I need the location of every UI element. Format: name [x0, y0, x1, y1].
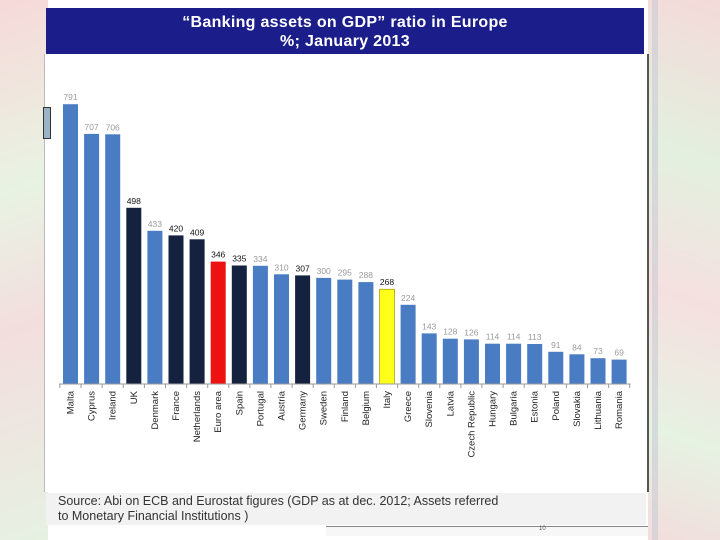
bars-layer: [63, 104, 627, 385]
bar-germany: [295, 275, 311, 384]
category-label: Hungary: [488, 391, 499, 427]
bar-denmark: [147, 230, 163, 384]
category-label: Euro area: [213, 390, 224, 432]
page-number: 10: [539, 526, 546, 532]
bar-portugal: [252, 265, 268, 384]
value-label: 295: [338, 268, 352, 278]
bar-lithuania: [590, 358, 606, 384]
bar-euro-area: [210, 261, 226, 384]
bar-hungary: [485, 343, 500, 384]
category-label: Lithuania: [593, 390, 604, 429]
bar-greece: [400, 304, 416, 384]
value-label: 114: [486, 332, 500, 342]
category-label: Cyprus: [87, 391, 98, 421]
footer-bar: [326, 526, 648, 536]
bar-poland: [548, 351, 564, 384]
bar-austria: [274, 274, 289, 384]
value-label: 707: [85, 122, 99, 132]
value-label: 288: [359, 270, 373, 280]
value-label: 420: [169, 223, 183, 233]
category-label: Estonia: [530, 390, 541, 422]
bar-belgium: [358, 282, 374, 384]
category-label: Sweden: [319, 391, 330, 425]
value-labels-layer: 791 707 706 498 433 420 409 346 335 334 310 307 300 2…: [63, 92, 624, 357]
category-label: Denmark: [150, 391, 161, 430]
bar-spain: [231, 265, 247, 384]
category-label: Greece: [403, 391, 414, 422]
bar-uk: [126, 207, 142, 384]
bar-cyprus: [84, 133, 100, 384]
category-label: Spain: [234, 391, 245, 415]
title-banner: “Banking assets on GDP” ratio in Europe …: [46, 8, 644, 54]
bar-finland: [337, 279, 353, 384]
bar-netherlands: [189, 239, 205, 384]
value-label: 307: [296, 263, 310, 273]
value-label: 224: [401, 293, 415, 303]
bar-slovenia: [421, 333, 437, 384]
value-label: 791: [63, 92, 77, 102]
value-label: 433: [148, 219, 162, 229]
category-label: Poland: [551, 391, 562, 421]
value-label: 73: [593, 346, 603, 356]
value-label: 128: [443, 327, 457, 337]
bar-estonia: [527, 344, 543, 384]
source-line-2: to Monetary Financial Institutions ): [58, 509, 249, 523]
bar-sweden: [316, 277, 332, 384]
value-label: 268: [380, 277, 394, 287]
category-label: Germany: [298, 391, 309, 430]
value-label: 706: [106, 122, 120, 132]
background-right: [648, 0, 720, 540]
side-marker: [43, 107, 51, 139]
source-note: Source: Abi on ECB and Eurostat figures …: [46, 493, 646, 525]
background-left: [0, 0, 48, 540]
category-label: Ireland: [108, 391, 119, 420]
category-label: Belgium: [361, 391, 372, 425]
bar-latvia: [442, 338, 458, 384]
chart-subtitle: %; January 2013: [280, 33, 410, 50]
bar-malta: [63, 104, 78, 384]
category-label: Latvia: [445, 390, 456, 416]
category-label: Slovenia: [424, 390, 435, 427]
category-label: Portugal: [255, 391, 266, 426]
value-label: 143: [422, 321, 436, 331]
category-label: Netherlands: [192, 391, 203, 442]
category-label: Austria: [277, 390, 288, 420]
chart-title: “Banking assets on GDP” ratio in Europe: [182, 14, 508, 31]
value-label: 300: [317, 266, 331, 276]
bar-chart: 791 707 706 498 433 420 409 346 335 334 310 307 300 2…: [59, 92, 631, 458]
category-label: France: [171, 391, 182, 421]
value-label: 114: [507, 332, 521, 342]
value-label: 84: [572, 342, 582, 352]
bar-italy: [379, 288, 395, 385]
bar-czech-republic: [463, 339, 479, 384]
value-label: 126: [464, 327, 478, 337]
x-axis-layer: Malta Cyprus Ireland UK Denmark France Netherl…: [59, 383, 631, 458]
source-line-1: Source: Abi on ECB and Eurostat figures …: [58, 494, 499, 508]
value-label: 69: [614, 348, 624, 358]
category-label: Romania: [614, 390, 625, 429]
value-label: 91: [551, 340, 561, 350]
category-label: Czech Republic: [466, 391, 477, 458]
value-label: 310: [274, 262, 288, 272]
bar-bulgaria: [506, 343, 522, 384]
value-label: 335: [232, 254, 246, 264]
value-label: 498: [127, 196, 141, 206]
value-label: 334: [253, 254, 267, 264]
background-stripe: [652, 0, 658, 540]
category-label: UK: [129, 390, 140, 404]
bar-romania: [611, 359, 627, 384]
category-label: Malta: [66, 390, 77, 414]
value-label: 346: [211, 250, 225, 260]
chart-frame: 791 707 706 498 433 420 409 346 335 334 310 307 300 2…: [44, 54, 649, 492]
category-label: Italy: [382, 391, 393, 409]
bar-ireland: [105, 134, 121, 384]
category-label: Slovakia: [572, 390, 583, 427]
category-label: Bulgaria: [509, 390, 520, 426]
value-label: 409: [190, 227, 204, 237]
value-label: 113: [528, 332, 542, 342]
bar-slovakia: [569, 354, 585, 384]
category-label: Finland: [340, 391, 351, 422]
bar-france: [168, 235, 184, 384]
